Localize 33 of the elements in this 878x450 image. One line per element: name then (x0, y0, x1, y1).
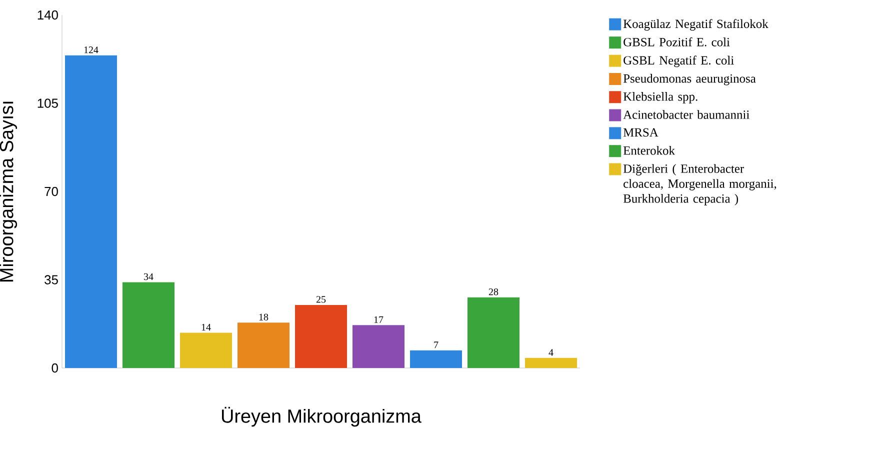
bar (352, 325, 405, 368)
legend-label: GBSL Pozitif E. coli (624, 37, 730, 46)
y-tick-label: 105 (38, 98, 58, 108)
bar (295, 304, 348, 368)
bar (180, 332, 232, 368)
data-label: 7 (434, 342, 438, 348)
legend-label: Pseudomonas aeuruginosa (623, 74, 756, 86)
x-axis-title: Üreyen Mikroorganizma (222, 406, 422, 427)
legend-label: Koagülaz Negatif Stafilokok (623, 19, 768, 31)
bar (468, 297, 520, 368)
legend-label: Klebsiella spp. (623, 92, 698, 104)
legend-label: Enterokok (623, 146, 675, 155)
data-label: 25 (316, 296, 326, 303)
bar (238, 322, 290, 368)
data-label: 14 (202, 324, 211, 330)
bar (122, 282, 174, 368)
data-label: 124 (84, 46, 98, 54)
data-label: 4 (548, 349, 554, 356)
data-label: 18 (259, 314, 268, 320)
bar (410, 350, 462, 368)
legend-label: MRSA (623, 128, 658, 137)
y-tick-label: 70 (44, 186, 58, 196)
y-tick-label: 140 (38, 10, 58, 20)
legend-label: Acinetobacter baumannii (623, 110, 750, 119)
data-label: 17 (374, 316, 384, 323)
data-label: 34 (144, 273, 154, 280)
bar (65, 55, 117, 368)
y-tick-label: 35 (44, 275, 58, 284)
bar (525, 358, 578, 368)
data-label: 28 (488, 288, 498, 296)
y-tick-label: 0 (52, 363, 58, 373)
legend-label: Diğerleri ( Enterobacter cloacea, Morgenella morganii, Burkholderia cepacia ) (623, 164, 776, 206)
legend-label: GSBL Negatif E. coli (624, 56, 734, 68)
